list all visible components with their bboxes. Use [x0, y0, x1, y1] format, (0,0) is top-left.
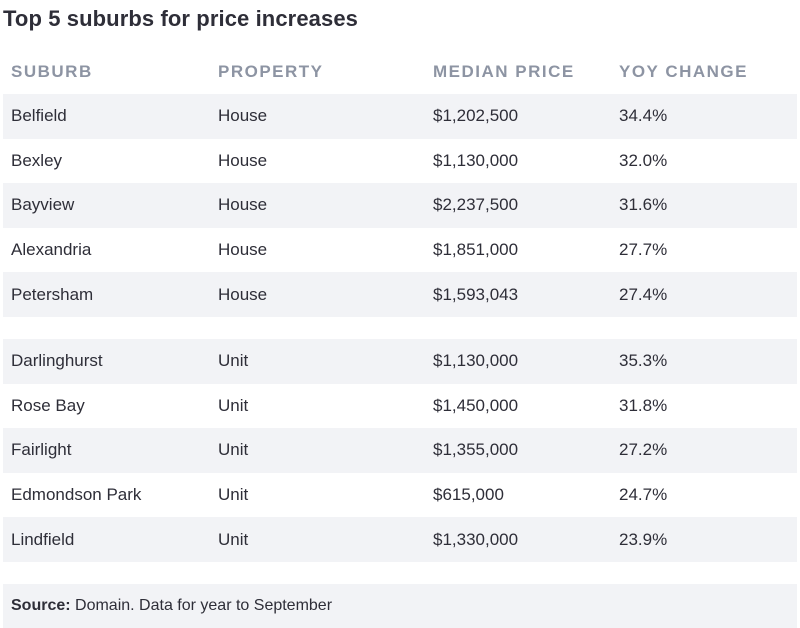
cell-property: Unit [218, 395, 249, 415]
cell-suburb: Alexandria [11, 240, 92, 260]
cell-change: 34.4% [619, 106, 668, 126]
cell-property: House [218, 284, 268, 304]
cell-price: $1,450,000 [433, 395, 519, 415]
source-note: Source: Domain. Data for year to Septemb… [3, 584, 797, 628]
cell-price: $1,355,000 [433, 440, 519, 460]
cell-property: Unit [218, 529, 249, 549]
cell-price: $615,000 [433, 485, 504, 505]
table-row: Fairlight Unit $1,355,000 27.2% [3, 428, 797, 473]
header-property: PROPERTY [218, 62, 324, 81]
cell-property: Unit [218, 485, 249, 505]
table-row: Edmondson Park Unit $615,000 24.7% [3, 473, 797, 518]
cell-change: 31.6% [619, 195, 668, 215]
table-row: Darlinghurst Unit $1,130,000 35.3% [3, 338, 797, 384]
table-title: Top 5 suburbs for price increases [3, 6, 358, 31]
table-row: Alexandria House $1,851,000 27.7% [3, 228, 797, 273]
price-table: SUBURB PROPERTY MEDIAN PRICE YOY CHANGE … [3, 50, 797, 562]
cell-property: House [218, 106, 268, 126]
table-row: Bexley House $1,130,000 32.0% [3, 139, 797, 184]
cell-change: 35.3% [619, 351, 668, 371]
cell-suburb: Belfield [11, 106, 67, 126]
cell-property: Unit [218, 351, 249, 371]
header-median-price: MEDIAN PRICE [433, 62, 575, 81]
cell-suburb: Darlinghurst [11, 351, 103, 371]
cell-change: 27.4% [619, 284, 668, 304]
table-row: Petersham House $1,593,043 27.4% [3, 272, 797, 317]
cell-suburb: Fairlight [11, 440, 72, 460]
cell-price: $1,593,043 [433, 284, 519, 304]
cell-suburb: Bexley [11, 150, 63, 170]
header-yoy-change: YOY CHANGE [619, 62, 748, 81]
table-row: Bayview House $2,237,500 31.6% [3, 183, 797, 228]
section-gap [3, 317, 797, 339]
cell-property: House [218, 240, 268, 260]
cell-change: 27.7% [619, 240, 668, 260]
cell-suburb: Lindfield [11, 529, 75, 549]
cell-suburb: Petersham [11, 284, 94, 304]
header-suburb: SUBURB [11, 62, 93, 81]
cell-price: $2,237,500 [433, 195, 519, 215]
table-row: Belfield House $1,202,500 34.4% [3, 94, 797, 139]
table-header: SUBURB PROPERTY MEDIAN PRICE YOY CHANGE [3, 50, 797, 94]
table-row: Rose Bay Unit $1,450,000 31.8% [3, 384, 797, 429]
cell-suburb: Bayview [11, 195, 75, 215]
cell-change: 23.9% [619, 529, 668, 549]
cell-suburb: Rose Bay [11, 395, 85, 415]
cell-change: 31.8% [619, 395, 668, 415]
cell-property: House [218, 195, 268, 215]
cell-price: $1,130,000 [433, 150, 519, 170]
cell-price: $1,330,000 [433, 529, 519, 549]
cell-price: $1,130,000 [433, 351, 519, 371]
cell-property: Unit [218, 440, 249, 460]
cell-suburb: Edmondson Park [11, 485, 142, 505]
cell-change: 24.7% [619, 485, 668, 505]
source-label: Source: [11, 597, 71, 614]
source-text: Domain. Data for year to September [70, 597, 333, 614]
cell-change: 27.2% [619, 440, 668, 460]
cell-change: 32.0% [619, 150, 668, 170]
cell-price: $1,202,500 [433, 106, 519, 126]
cell-property: House [218, 150, 268, 170]
table-row: Lindfield Unit $1,330,000 23.9% [3, 517, 797, 562]
cell-price: $1,851,000 [433, 240, 519, 260]
